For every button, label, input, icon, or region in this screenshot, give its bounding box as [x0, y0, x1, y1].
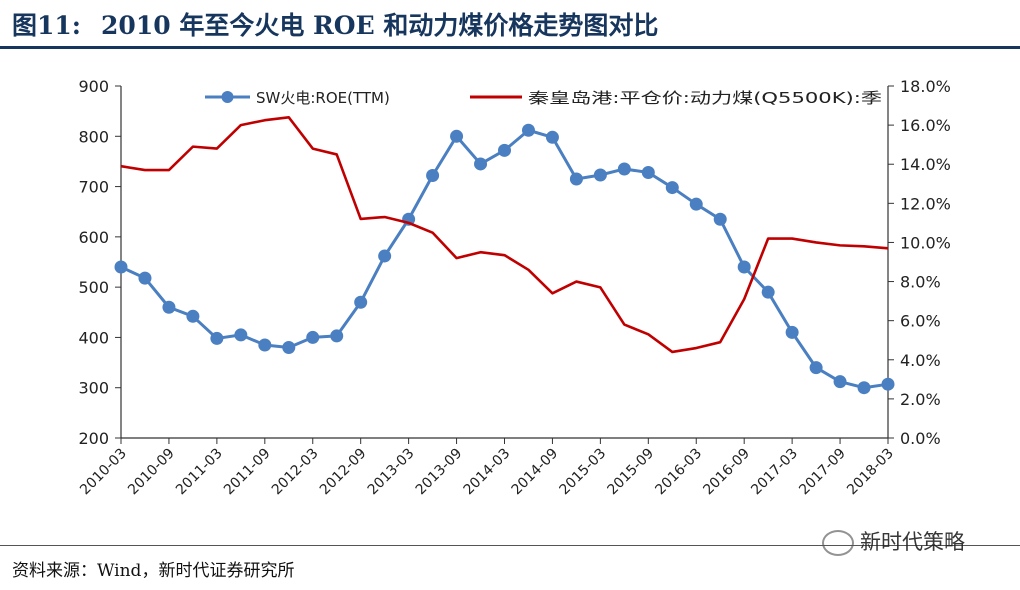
- x-tick-label: 2011-09: [221, 446, 274, 499]
- title-rule: [0, 46, 1020, 49]
- right-y-tick-label: 2.0%: [900, 390, 941, 409]
- x-tick-label: 2016-03: [652, 446, 705, 499]
- roe-data-point: [258, 338, 272, 352]
- roe-data-point: [593, 168, 607, 182]
- x-tick-label: 2013-09: [413, 446, 466, 499]
- dual-axis-line-chart: 200 300 400 500 600 700 800 900 0.0% 2.0% 4.0% 6.0%…: [77, 77, 951, 499]
- left-y-tick-label: 700: [78, 178, 109, 197]
- roe-data-point: [474, 157, 488, 171]
- x-tick-label: 2010-03: [77, 446, 130, 499]
- x-tick-label: 2011-03: [173, 446, 226, 499]
- left-y-tick-label: 800: [78, 127, 109, 146]
- x-tick-label: 2013-03: [365, 446, 418, 499]
- roe-data-point: [210, 331, 224, 345]
- roe-data-point: [354, 295, 368, 309]
- roe-data-point: [330, 329, 344, 343]
- roe-data-point: [617, 162, 631, 176]
- right-y-tick-label: 10.0%: [900, 233, 951, 252]
- roe-data-point: [569, 172, 583, 186]
- left-y-tick-label: 500: [78, 278, 109, 297]
- watermark: 新时代策略: [822, 526, 965, 556]
- roe-data-point: [689, 197, 703, 211]
- roe-data-point: [857, 381, 871, 395]
- roe-data-point: [234, 328, 248, 342]
- legend-roe-label: SW火电:ROE(TTM): [256, 89, 390, 107]
- roe-data-point: [450, 129, 464, 143]
- right-y-tick-label: 14.0%: [900, 155, 951, 174]
- coal-price-series-line: [120, 115, 889, 354]
- right-y-tick-label: 16.0%: [900, 116, 951, 135]
- roe-data-point: [785, 325, 799, 339]
- x-tick-label: 2012-03: [269, 446, 322, 499]
- roe-data-point: [545, 130, 559, 144]
- left-y-tick-label: 600: [78, 228, 109, 247]
- watermark-text: 新时代策略: [860, 530, 965, 554]
- wechat-icon: [822, 530, 854, 556]
- roe-series-line: [120, 128, 889, 390]
- right-y-tick-label: 6.0%: [900, 312, 941, 331]
- left-y-tick-label: 400: [78, 328, 109, 347]
- source-note: 资料来源：Wind，新时代证券研究所: [12, 561, 295, 581]
- roe-data-point: [186, 309, 200, 323]
- roe-data-point: [665, 181, 679, 195]
- figure-header: 图11: 2010 年至今火电 ROE 和动力煤价格走势图对比: [0, 0, 1020, 50]
- right-y-tick-label: 12.0%: [900, 194, 951, 213]
- figure-title: 图11: 2010 年至今火电 ROE 和动力煤价格走势图对比: [12, 6, 658, 42]
- x-tick-label: 2015-03: [557, 446, 610, 499]
- roe-data-point: [833, 375, 847, 389]
- roe-data-point: [498, 143, 511, 157]
- roe-data-point: [641, 165, 655, 179]
- left-y-tick-label: 900: [78, 77, 109, 96]
- roe-data-point: [282, 340, 296, 354]
- roe-data-point: [761, 285, 775, 299]
- roe-data-point: [378, 249, 392, 263]
- figure-label: 图11:: [12, 11, 82, 40]
- right-y-tick-label: 4.0%: [900, 351, 941, 370]
- x-tick-label: 2012-09: [317, 446, 370, 499]
- right-y-tick-label: 8.0%: [900, 273, 941, 292]
- x-tick-label: 2017-03: [748, 446, 801, 499]
- roe-data-point: [162, 300, 176, 314]
- roe-data-point: [737, 260, 751, 274]
- roe-data-point: [114, 260, 128, 274]
- roe-data-point: [713, 212, 727, 226]
- x-tick-label: 2015-09: [604, 446, 657, 499]
- right-y-tick-label: 18.0%: [900, 77, 951, 96]
- legend-roe-swatch-marker: [221, 91, 234, 103]
- x-tick-label: 2010-09: [125, 446, 178, 499]
- x-tick-label: 2018-03: [844, 446, 897, 499]
- roe-data-point: [138, 271, 152, 285]
- figure-title-text: 2010 年至今火电 ROE 和动力煤价格走势图对比: [101, 11, 659, 40]
- x-tick-label: 2014-03: [461, 446, 514, 499]
- x-tick-label: 2014-09: [509, 446, 562, 499]
- roe-data-point: [306, 330, 320, 344]
- footer-rule: [0, 545, 1020, 546]
- roe-data-point: [881, 377, 895, 391]
- roe-data-point: [426, 169, 440, 183]
- right-y-tick-label: 0.0%: [900, 429, 941, 448]
- left-y-tick-label: 200: [78, 429, 109, 448]
- x-tick-label: 2016-09: [700, 446, 753, 499]
- roe-data-point: [521, 123, 535, 137]
- x-tick-label: 2017-09: [796, 446, 849, 499]
- roe-data-point: [809, 361, 823, 375]
- legend-coal-label: 秦皇岛港:平仓价:动力煤(Q5500K):季: [528, 89, 882, 107]
- left-y-tick-label: 300: [78, 379, 109, 398]
